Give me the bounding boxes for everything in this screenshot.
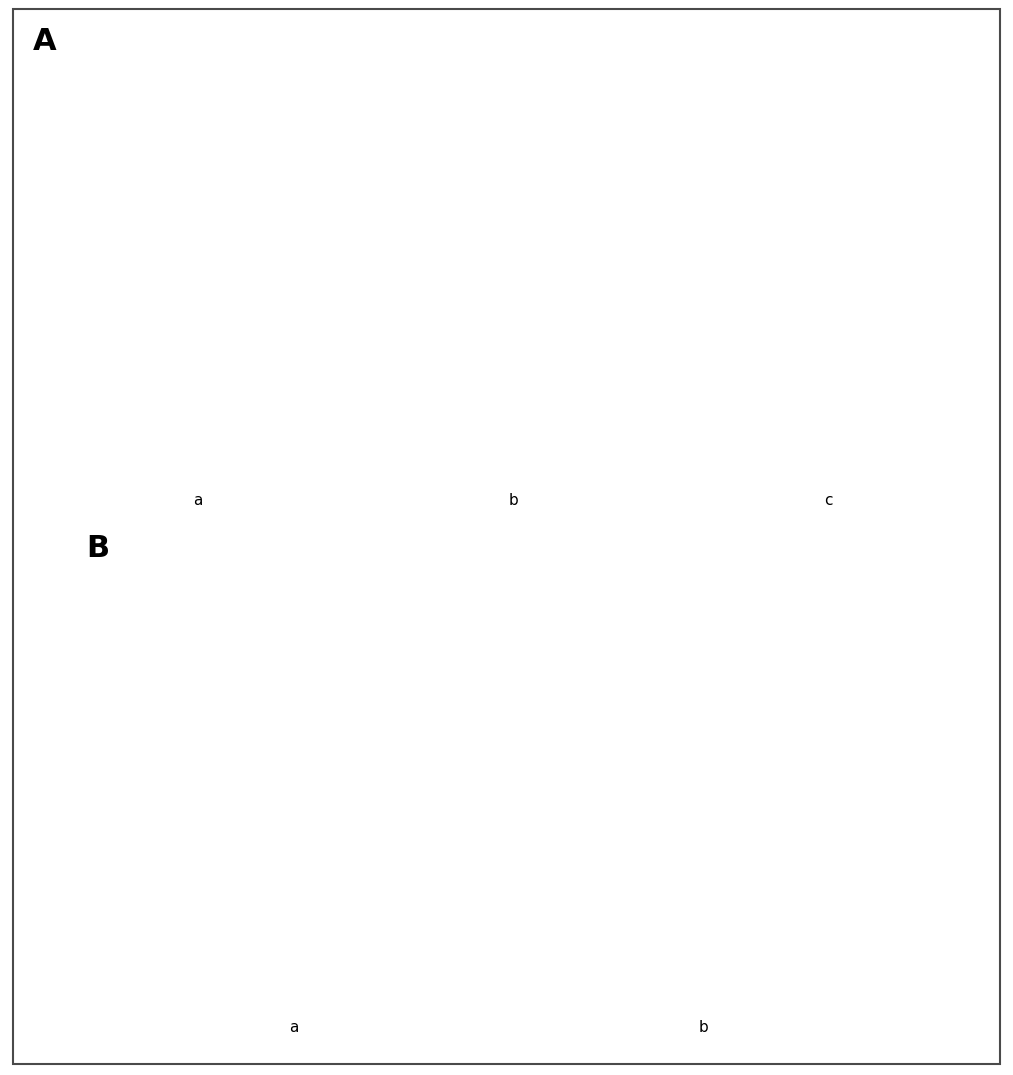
Text: b: b [698,1020,708,1035]
Text: b: b [509,493,518,508]
Text: A: A [32,27,56,56]
Text: B: B [86,534,109,563]
Text: c: c [824,493,833,508]
Text: a: a [289,1020,299,1035]
Text: a: a [193,493,203,508]
